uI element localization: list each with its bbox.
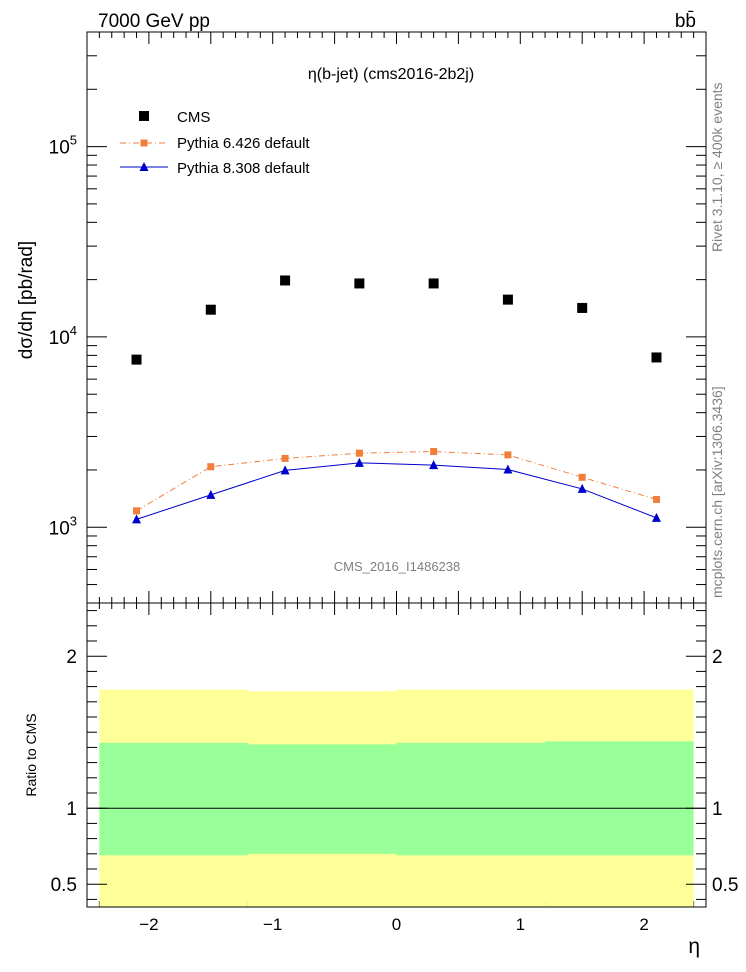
cms-point — [354, 278, 365, 289]
legend: CMS Pythia 6.426 default Pythia 8.308 de… — [120, 109, 310, 177]
main-series — [131, 275, 662, 524]
pythia6-point — [281, 454, 289, 462]
series-pythia8-line — [136, 462, 657, 520]
pythia6-point — [133, 507, 141, 515]
ratio-band-inner — [247, 744, 397, 854]
pythia8-point — [354, 457, 364, 467]
x-tick-label: 1 — [516, 915, 525, 934]
pythia8-point — [429, 460, 439, 470]
cms-point — [280, 275, 291, 286]
x-tick-label: −1 — [263, 915, 282, 934]
y-tick-label: 104 — [49, 323, 77, 349]
pythia6-point — [652, 495, 660, 503]
cms-point — [428, 278, 439, 289]
ratio-y-tick-label: 1 — [66, 799, 77, 820]
legend-pythia8-marker — [139, 162, 149, 171]
ratio-y-tick-label-right: 1 — [712, 799, 723, 820]
pythia8-point — [577, 483, 587, 493]
ratio-bands — [99, 689, 694, 907]
ratio-y-tick-label: 2 — [66, 647, 77, 668]
ratio-y-tick-label-right: 2 — [712, 647, 723, 668]
pythia6-point — [504, 451, 512, 459]
y-tick-label: 105 — [49, 133, 77, 159]
legend-cms-marker — [139, 111, 149, 121]
ratio-band-inner — [99, 742, 248, 856]
ratio-band-inner — [396, 742, 546, 856]
process-label: bb̄ — [675, 11, 696, 32]
x-axis-label: η — [688, 935, 700, 958]
y-axis-label: dσ/dη [pb/rad] — [16, 241, 37, 359]
ratio-y-tick-label: 0.5 — [51, 875, 77, 896]
x-tick-label: 0 — [392, 915, 401, 934]
pythia6-point — [430, 448, 438, 456]
x-tick-label: −2 — [139, 915, 158, 934]
pythia6-point — [207, 463, 215, 471]
legend-pythia8-label: Pythia 8.308 default — [177, 160, 310, 177]
ratio-y-axis-label: Ratio to CMS — [23, 713, 39, 796]
ratio-band-inner — [545, 741, 694, 856]
rivet-version-label: Rivet 3.1.10, ≥ 400k events — [709, 82, 725, 252]
pythia8-point — [651, 512, 661, 522]
pythia8-point — [132, 514, 142, 524]
pythia8-point — [280, 465, 290, 475]
y-tick-label: 103 — [49, 513, 77, 539]
energy-label: 7000 GeV pp — [98, 11, 210, 32]
cms-point — [651, 352, 662, 363]
cms-point — [502, 294, 513, 305]
analysis-id: CMS_2016_I1486238 — [334, 559, 461, 574]
x-tick-label: 2 — [639, 915, 648, 934]
mcplots-label: mcplots.cern.ch [arXiv:1306.3436] — [709, 386, 725, 598]
series-pythia6-line — [136, 451, 657, 512]
plot-title: η(b-jet) (cms2016-2b2j) — [308, 66, 474, 83]
ratio-y-tick-label-right: 0.5 — [712, 875, 738, 896]
pythia8-point — [206, 489, 216, 499]
cms-point — [131, 354, 142, 365]
ratio-frame — [86, 602, 707, 908]
pythia6-point — [578, 473, 586, 481]
legend-pythia6-marker — [140, 139, 148, 147]
pythia6-point — [355, 449, 363, 457]
cms-point — [205, 304, 216, 315]
cms-point — [577, 302, 588, 313]
ratio-axis-ticks: 0.5 0.5 1 1 2 2 — [51, 610, 738, 900]
pythia8-point — [503, 464, 513, 474]
legend-cms-label: CMS — [177, 109, 210, 126]
legend-pythia6-label: Pythia 6.426 default — [177, 135, 310, 152]
